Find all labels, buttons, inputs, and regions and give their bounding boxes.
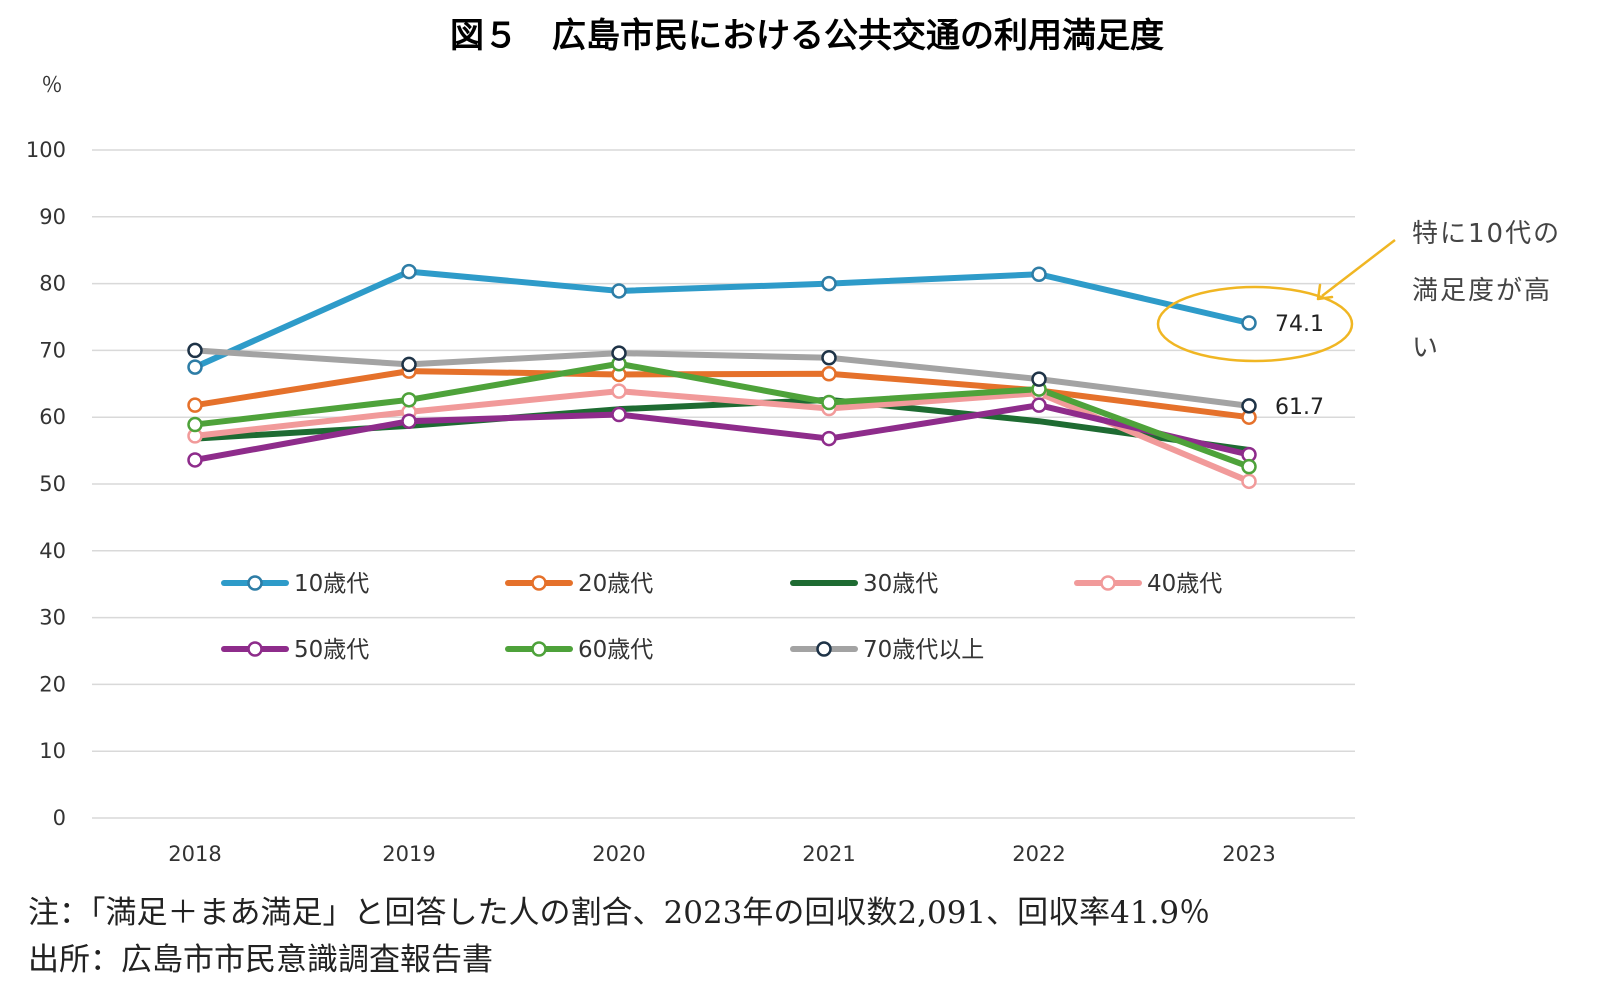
series-line-6 [192,347,1252,409]
legend-item: 60歳代 [505,637,653,663]
series-line-1 [192,368,1252,421]
y-tick-label: 60 [39,405,66,429]
series-point [821,394,837,411]
series-point [1031,371,1047,387]
legend-marker [531,641,547,657]
series-line-4 [192,402,1252,463]
series-point [401,263,417,280]
data-label: 61.7 [1275,395,1324,420]
y-tick-label: 20 [39,672,66,696]
series-point [1241,315,1257,331]
series-point [187,342,203,359]
legend-item: 20歳代 [505,571,653,597]
x-tick-label: 2018 [168,842,221,866]
y-tick-label: 40 [39,539,66,563]
legend-item: 50歳代 [221,637,369,663]
legend-item: 70歳代以上 [790,637,984,663]
gridlines [92,149,1355,819]
series-lines [192,268,1252,485]
series-point [1031,266,1047,282]
legend: 10歳代 20歳代 30歳代 40歳代 50歳代 60歳代 70歳代以上 [221,571,1222,663]
x-tick-label: 2019 [382,842,435,866]
series-point [821,366,837,382]
series-line-5 [192,360,1252,470]
legend-label: 70歳代以上 [863,637,984,663]
series-line-3 [192,388,1252,485]
series-point [611,406,627,423]
series-point [187,452,203,468]
series-line-0 [192,268,1252,371]
y-tick-label: 0 [53,806,66,830]
series-point [821,430,837,447]
y-tick-label: 90 [39,205,66,229]
highlight-ellipse [1156,285,1354,363]
legend-marker [1100,575,1116,591]
y-tick-label: 80 [39,272,66,296]
legend-label: 60歳代 [578,637,653,663]
series-point [187,397,203,413]
callout-arrow-line [1321,239,1396,297]
footnote-source: 出所：広島市市民意識調査報告書 [28,942,493,978]
legend-marker [531,575,547,591]
callout-text-line: 特に10代の [1412,219,1561,249]
legend-item: 30歳代 [790,571,938,597]
y-axis-unit: ％ [42,73,63,97]
y-tick-label: 50 [39,472,66,496]
legend-label: 30歳代 [863,571,938,597]
legend-marker [247,641,263,657]
series-point [1241,458,1257,475]
series-point [611,345,627,361]
y-tick-label: 10 [39,739,66,763]
y-tick-label: 100 [26,138,66,162]
series-point [401,356,417,373]
y-tick-label: 70 [39,338,66,362]
series-point [821,349,837,366]
callout-arrow-head [1316,283,1334,301]
legend-label: 10歳代 [294,571,369,597]
x-tick-label: 2022 [1012,842,1065,866]
x-tick-label: 2021 [802,842,855,866]
series-point [187,416,203,433]
x-tick-label: 2020 [592,842,645,866]
legend-item: 40歳代 [1074,571,1222,597]
x-axis-ticks: 2018 2019 2020 2021 2022 2023 [168,842,1275,866]
series-point [1031,397,1047,413]
legend-label: 20歳代 [578,571,653,597]
legend-label: 40歳代 [1147,571,1222,597]
chart-title: 図５ 広島市民における公共交通の利用満足度 [450,16,1164,56]
callout-text-line: 満足度が高 [1412,276,1552,306]
y-tick-label: 30 [39,606,66,630]
legend-label: 50歳代 [294,637,369,663]
series-point [821,275,837,292]
series-point [611,383,627,399]
data-label: 74.1 [1275,312,1324,337]
series-point [1241,473,1257,490]
series-point [187,359,203,375]
series-markers [187,263,1257,490]
legend-marker [816,641,832,657]
x-tick-label: 2023 [1222,842,1275,866]
footnote-note: 注：「満足＋まあ満足」と回答した人の割合、2023年の回収数2,091、回収率4… [28,895,1211,931]
series-point [401,392,417,408]
footnotes: 注：「満足＋まあ満足」と回答した人の割合、2023年の回収数2,091、回収率4… [28,890,1210,984]
legend-item: 10歳代 [221,571,369,597]
data-labels: 74.1 61.7 [1275,312,1324,420]
series-point [611,283,627,299]
callout-text-line: い [1412,333,1440,363]
legend-marker [247,575,263,591]
y-axis-ticks: 0 10 20 30 40 50 60 70 80 90 100 [26,138,66,830]
series-point [401,413,417,429]
series-point [1241,398,1257,414]
